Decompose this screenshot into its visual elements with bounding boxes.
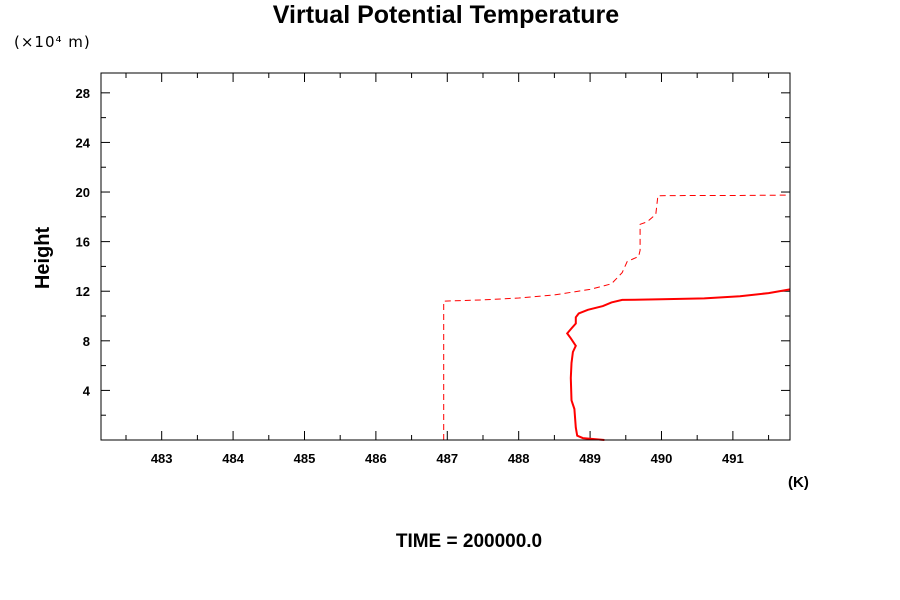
- series-line-solid: [565, 288, 791, 441]
- plot-frame: [100, 72, 791, 441]
- x-tick-label: 490: [651, 451, 673, 466]
- x-tick-label: 491: [722, 451, 744, 466]
- tick-labels-layer: 483 484 485 486 487 488 489 490 491 4 8 12 16 20 24 28: [76, 86, 744, 466]
- x-tick-label: 488: [508, 451, 530, 466]
- ticks-layer: [101, 73, 790, 440]
- x-axis-unit: (K): [788, 474, 809, 491]
- chart-title: Virtual Potential Temperature: [272, 1, 620, 29]
- y-tick-label: 8: [83, 334, 90, 349]
- y-tick-label: 20: [76, 185, 90, 200]
- time-footer: TIME = 200000.0: [395, 531, 543, 552]
- x-tick-label: 484: [222, 451, 244, 466]
- y-axis-unit: (×10⁴ m): [14, 33, 91, 51]
- series-layer: [443, 194, 791, 441]
- x-tick-label: 483: [151, 451, 173, 466]
- y-tick-label: 4: [83, 383, 91, 398]
- y-tick-label: 16: [76, 235, 90, 250]
- y-tick-label: 28: [76, 86, 90, 101]
- series-line-dashed: [443, 194, 791, 440]
- x-tick-label: 487: [436, 451, 458, 466]
- x-tick-label: 489: [579, 451, 601, 466]
- y-tick-label: 24: [76, 135, 91, 150]
- x-tick-label: 486: [365, 451, 387, 466]
- x-tick-label: 485: [294, 451, 316, 466]
- y-axis-label: Height: [32, 227, 54, 290]
- y-tick-label: 12: [76, 284, 90, 299]
